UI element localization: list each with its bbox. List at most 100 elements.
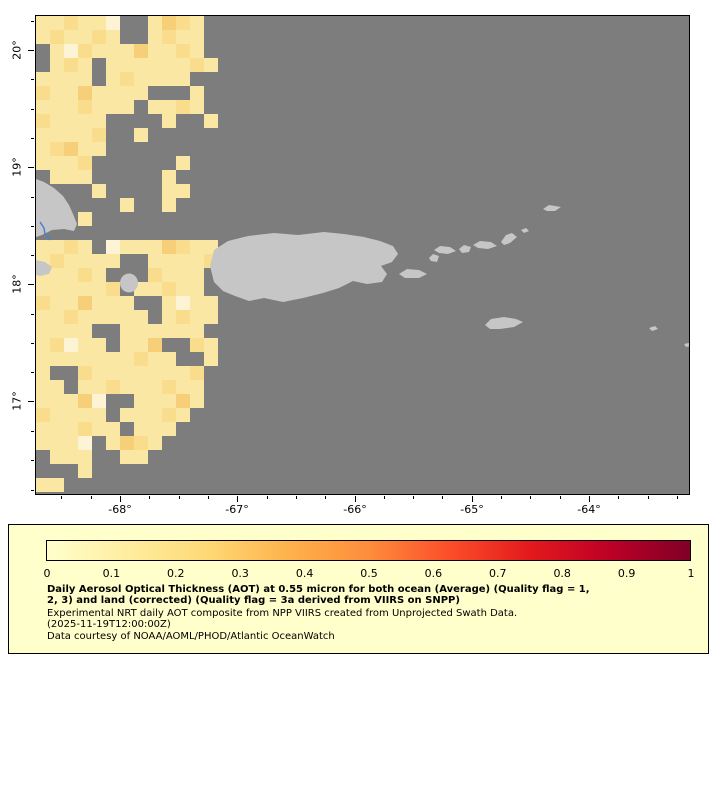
aot-cell [78,464,92,478]
aot-cell [78,156,92,170]
aot-cell [92,408,106,422]
x-major-tick [120,496,121,502]
aot-cell [92,128,106,142]
aot-cell [134,408,148,422]
y-axis-label: 18° [10,274,24,294]
aot-cell [64,422,78,436]
aot-cell [176,310,190,324]
aot-cell [106,380,120,394]
aot-cell [64,436,78,450]
aot-cell [78,422,92,436]
x-minor-tick [676,496,678,499]
aot-cell [36,366,50,380]
aot-cell [120,86,134,100]
aot-cell [78,100,92,114]
y-major-tick [28,50,34,51]
aot-cell [64,170,78,184]
aot-cell [120,408,134,422]
aot-cell [134,128,148,142]
land-st-john [459,245,471,253]
aot-cell [50,240,64,254]
land-svg [36,179,689,347]
y-minor-tick [31,343,34,345]
aot-cell [190,282,204,296]
x-minor-tick [501,496,503,499]
aot-cell [78,282,92,296]
aot-cell [148,436,162,450]
aot-cell [148,240,162,254]
colorbar-tick-label: 0 [43,567,51,580]
aot-cell [106,352,120,366]
aot-cell [162,58,176,72]
aot-cell [134,422,148,436]
aot-cell [78,394,92,408]
aot-cell [50,16,64,30]
aot-cell [50,478,64,492]
y-minor-tick [31,108,34,110]
land-hispaniola-south [36,260,52,276]
aot-cell [134,324,148,338]
aot-cell [78,72,92,86]
aot-cell [92,268,106,282]
aot-cell [162,352,176,366]
aot-cell [106,436,120,450]
aot-cell [92,44,106,58]
land-anegada [543,205,561,211]
aot-cell [36,380,50,394]
aot-cell [50,268,64,282]
aot-cell [50,100,64,114]
aot-cell [134,394,148,408]
aot-cell [64,254,78,268]
y-minor-tick [31,255,34,257]
aot-cell [134,436,148,450]
y-minor-tick [31,313,34,315]
aot-cell [64,16,78,30]
land-islet-east-1 [649,326,658,331]
aot-cell [36,478,50,492]
aot-cell [78,114,92,128]
aot-map: -68° -67° -66° -65° -64° 20° 19° 18° 17° [10,15,690,516]
aot-cell [148,380,162,394]
aot-cell [190,16,204,30]
aot-cell [120,296,134,310]
aot-cell [120,338,134,352]
aot-cell [106,422,120,436]
map-plot [35,15,690,495]
aot-cell [50,282,64,296]
aot-cell [92,394,106,408]
aot-cell [64,450,78,464]
aot-cell [190,58,204,72]
aot-cell [50,408,64,422]
legend-description: Experimental NRT daily AOT composite fro… [47,608,518,619]
aot-cell [92,422,106,436]
aot-cell [78,268,92,282]
aot-cell [106,240,120,254]
aot-cell [148,58,162,72]
legend-caption-line-2: 2, 3) and land (corrected) (Quality flag… [47,595,460,606]
aot-cell [50,352,64,366]
aot-cell [106,366,120,380]
aot-cell [162,72,176,86]
aot-cell [162,240,176,254]
aot-cell [36,282,50,296]
colorbar-tick-label: 0.6 [424,567,443,580]
aot-cell [36,296,50,310]
aot-cell [36,30,50,44]
aot-cell [64,352,78,366]
aot-cell [148,394,162,408]
aot-cell [64,394,78,408]
y-minor-tick [31,489,34,491]
aot-cell [176,72,190,86]
aot-mosaic [36,16,689,494]
aot-cell [190,86,204,100]
aot-cell [176,184,190,198]
aot-cell [78,408,92,422]
aot-cell [204,296,218,310]
aot-cell [78,58,92,72]
aot-cell [148,268,162,282]
aot-cell [106,16,120,30]
y-major-tick [28,401,34,402]
aot-cell [162,310,176,324]
aot-cell [162,394,176,408]
x-major-tick [589,496,590,502]
